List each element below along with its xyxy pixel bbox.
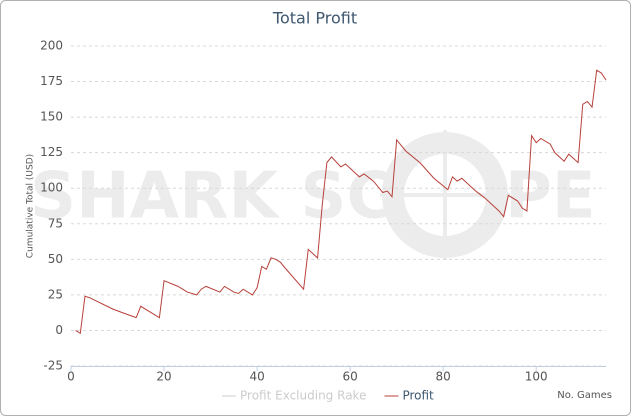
y-tick-label: 150 xyxy=(40,110,63,124)
x-tick-label: 20 xyxy=(156,370,171,384)
y-tick-label: 100 xyxy=(40,181,63,195)
legend-label[interactable]: Profit Excluding Rake xyxy=(240,389,366,403)
data-line xyxy=(75,69,607,335)
watermark-text: SHARK SC xyxy=(30,160,393,234)
x-tick-label: 80 xyxy=(436,370,451,384)
y-axis-label: Cumulative Total (USD) xyxy=(26,154,36,258)
chart-title: Total Profit xyxy=(272,9,357,28)
y-tick-label: 75 xyxy=(48,216,63,230)
x-tick-label: 40 xyxy=(249,370,264,384)
y-tick-label: 125 xyxy=(40,145,63,159)
y-tick-label: 200 xyxy=(40,39,63,53)
x-tick-label: 60 xyxy=(342,370,357,384)
y-tick-label: 50 xyxy=(48,252,63,266)
x-axis-label: No. Games xyxy=(557,390,612,401)
y-tick-label: 25 xyxy=(48,287,63,301)
watermark-text: PE xyxy=(505,160,596,234)
legend-label[interactable]: Profit xyxy=(402,389,434,403)
y-tick-label: -25 xyxy=(43,359,63,373)
x-tick-label: 0 xyxy=(67,370,75,384)
y-tick-label: 175 xyxy=(40,74,63,88)
watermark: SHARK SC PE xyxy=(30,130,596,260)
x-tick-label: 100 xyxy=(525,370,548,384)
watermark-logo xyxy=(382,132,508,258)
y-tick-label: 0 xyxy=(55,323,63,337)
